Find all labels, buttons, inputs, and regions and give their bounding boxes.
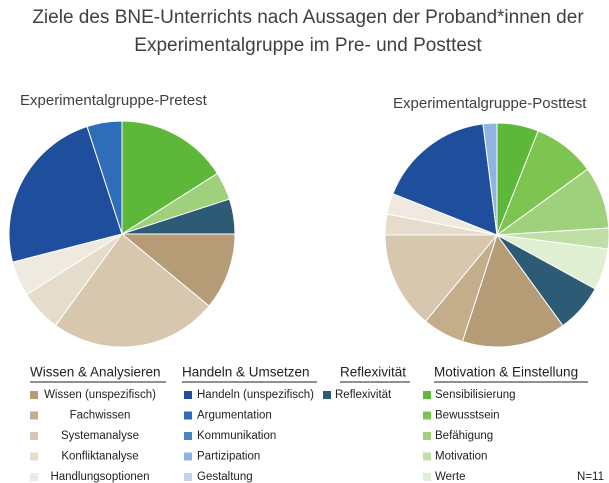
legend-swatch — [423, 391, 431, 399]
pie-slice — [54, 233, 210, 348]
legend-swatch — [423, 452, 431, 461]
legend-swatch — [30, 411, 38, 420]
legend-swatch — [30, 391, 38, 399]
legend-label: Handeln (unspezifisch) — [197, 389, 314, 401]
pie-slice — [120, 233, 236, 307]
legend-label: Konfliktanalyse — [61, 451, 138, 463]
legend-label: Argumentation — [197, 410, 272, 422]
legend-label: Wissen (unspezifisch) — [44, 389, 156, 401]
legend-swatch — [184, 391, 192, 399]
legend-swatch — [423, 473, 431, 481]
legend-label: Reflexivität — [335, 389, 392, 401]
chart-title: Ziele des BNE-Unterrichts nach Aussagen … — [32, 7, 584, 28]
legend-group-title: Motivation & Einstellung — [434, 365, 578, 380]
legend-label: Partizipation — [197, 451, 260, 463]
legend-label: Befähigung — [435, 430, 493, 442]
legend-label: Sensibilisierung — [435, 389, 516, 401]
chart-title: Experimentalgruppe im Pre- und Posttest — [134, 35, 482, 56]
legend-swatch — [423, 432, 431, 440]
annotation: N=11 — [577, 471, 604, 483]
legend-swatch — [184, 411, 192, 420]
legend-label: Gestaltung — [197, 471, 253, 483]
pie-slice — [8, 125, 123, 263]
pie-slice — [461, 233, 564, 348]
legend-label: Handlungsoptionen — [50, 471, 149, 483]
legend-swatch — [323, 391, 331, 399]
legend-swatch — [30, 473, 38, 481]
legend-group-title: Handeln & Umsetzen — [182, 365, 310, 380]
pie-slice — [482, 122, 498, 236]
pie-slice — [392, 123, 498, 236]
pie-slice — [121, 120, 219, 235]
legend-label: Motivation — [435, 451, 487, 463]
legend-label: Fachwissen — [70, 410, 131, 422]
pie-slice — [384, 234, 499, 323]
legend-label: Bewusstsein — [435, 410, 500, 422]
legend-label: Kommunikation — [197, 430, 276, 442]
legend-swatch — [184, 452, 192, 461]
legend-label: Werte — [435, 471, 465, 483]
pie-title: Experimentalgruppe-Posttest — [393, 95, 587, 112]
pie-title: Experimentalgruppe-Pretest — [20, 92, 208, 109]
legend-swatch — [423, 411, 431, 420]
pie-slice — [86, 120, 123, 235]
legend-swatch — [30, 452, 38, 461]
legend-group-title: Wissen & Analysieren — [30, 365, 161, 380]
legend-swatch — [184, 432, 192, 440]
legend-swatch — [30, 432, 38, 440]
legend-swatch — [184, 473, 192, 481]
legend-label: Systemanalyse — [61, 430, 139, 442]
legend-group-title: Reflexivität — [340, 365, 406, 380]
